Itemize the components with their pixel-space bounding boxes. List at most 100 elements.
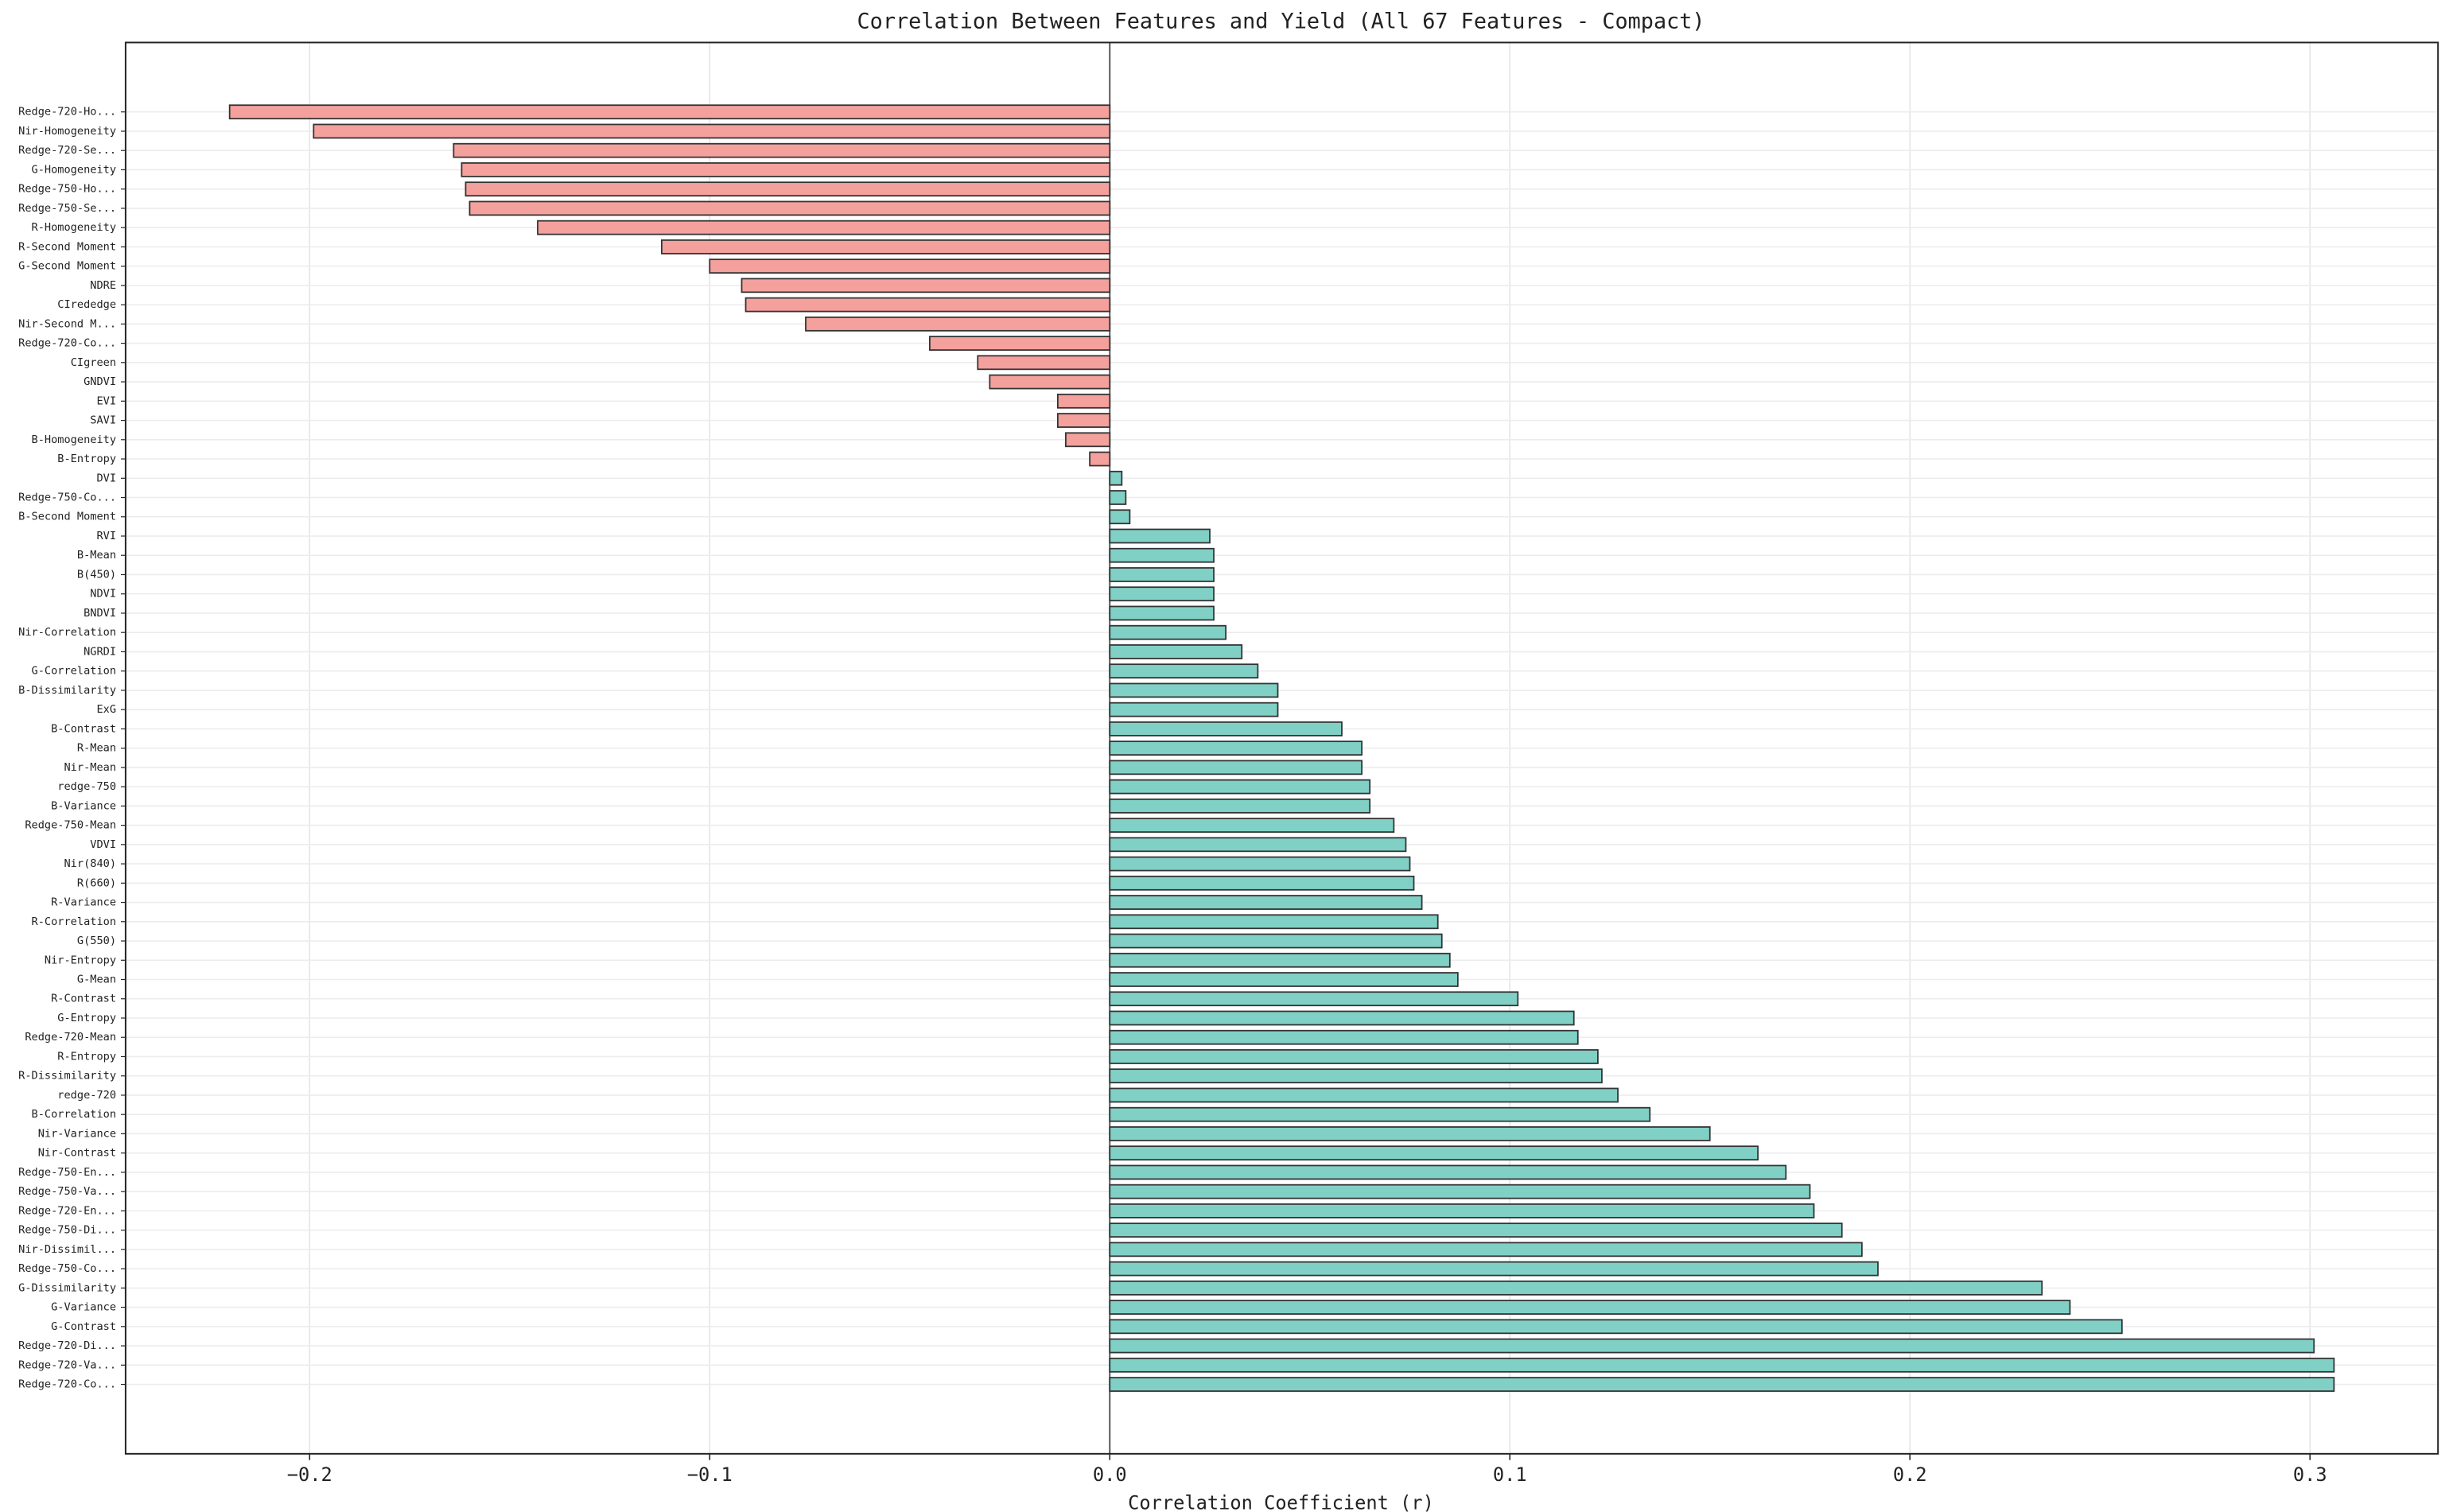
y-tick-label: CIgreen <box>71 356 116 369</box>
bar <box>1109 663 1259 679</box>
bar <box>1109 1126 1711 1141</box>
bar <box>468 200 1111 216</box>
y-tick-label: Nir(840) <box>64 857 116 870</box>
y-tick-label: Nir-Contrast <box>38 1147 116 1160</box>
y-tick-label: Redge-720-Ho... <box>18 106 116 119</box>
bar <box>1109 547 1215 563</box>
y-tick-label: G-Variance <box>51 1301 116 1314</box>
bar <box>1109 470 1123 486</box>
bar <box>453 142 1111 158</box>
bar <box>1109 682 1279 698</box>
chart-title: Correlation Between Features and Yield (… <box>857 9 1705 33</box>
y-tick-label: Redge-720-Va... <box>18 1358 116 1371</box>
y-tick-label: B-Dissimilarity <box>18 684 116 697</box>
bar <box>1109 1029 1579 1045</box>
y-tick-label: redge-720 <box>57 1089 116 1102</box>
y-tick-label: Nir-Second M... <box>18 317 116 330</box>
bar <box>1109 644 1243 659</box>
bar <box>1109 856 1411 872</box>
bar <box>228 104 1111 120</box>
bar <box>1109 1222 1843 1238</box>
bar <box>1109 1068 1603 1084</box>
y-tick-label: R(660) <box>77 876 116 889</box>
bar <box>1109 895 1423 910</box>
y-tick-label: Nir-Mean <box>64 761 116 774</box>
y-tick-label: R-Entropy <box>57 1050 116 1063</box>
bar <box>1056 393 1111 409</box>
bar <box>805 316 1111 332</box>
y-tick-label: NDRE <box>90 279 116 292</box>
y-tick-label: B-Entropy <box>57 453 116 465</box>
y-tick-label: G(550) <box>77 935 116 947</box>
y-tick-label: NGRDI <box>84 645 116 658</box>
bar <box>1109 1049 1599 1064</box>
bar <box>1109 1087 1619 1103</box>
y-tick-label: GNDVI <box>84 375 116 388</box>
y-tick-label: Redge-750-Mean <box>25 819 116 832</box>
bar <box>461 162 1111 177</box>
bar <box>744 297 1111 313</box>
bar <box>989 374 1111 390</box>
y-tick-label: ExG <box>96 703 116 716</box>
y-tick-label: Redge-750-Se... <box>18 202 116 215</box>
y-tick-label: Redge-720-Mean <box>25 1031 116 1044</box>
bar <box>1109 1184 1811 1199</box>
y-tick-label: B-Homogeneity <box>32 433 117 446</box>
y-tick-label: R-Variance <box>51 896 116 909</box>
bar <box>1109 528 1211 544</box>
x-axis-label: Correlation Coefficient (r) <box>1128 1491 1434 1512</box>
y-tick-label: Redge-750-Co... <box>18 1262 116 1275</box>
bar <box>1109 875 1415 891</box>
bar <box>537 220 1111 235</box>
y-tick-label: Redge-720-Se... <box>18 144 116 157</box>
bar <box>1109 1164 1787 1180</box>
bar <box>1109 1145 1759 1161</box>
y-tick-label: redge-750 <box>57 780 116 793</box>
bar <box>1109 952 1451 968</box>
y-tick-label: Redge-750-En... <box>18 1166 116 1179</box>
y-tick-label: Nir-Dissimil... <box>18 1243 116 1256</box>
bar <box>1109 740 1363 756</box>
bar <box>1065 432 1111 448</box>
y-tick-label: Redge-720-En... <box>18 1204 116 1217</box>
y-tick-label: Redge-750-Di... <box>18 1224 116 1237</box>
y-tick-label: Nir-Homogeneity <box>18 125 116 138</box>
y-tick-label: G-Dissimilarity <box>18 1281 116 1294</box>
plot-frame <box>124 41 2439 1455</box>
y-tick-label: R-Correlation <box>32 915 117 928</box>
y-tick-label: Nir-Variance <box>38 1127 116 1140</box>
bar <box>1109 1106 1651 1122</box>
y-tick-label: SAVI <box>90 414 116 427</box>
bar <box>1109 624 1227 640</box>
x-tick-label: −0.2 <box>287 1463 332 1486</box>
bar <box>977 355 1111 371</box>
y-tick-label: G-Homogeneity <box>32 163 117 176</box>
bar <box>1109 1280 2043 1296</box>
bar <box>1089 451 1111 467</box>
bar <box>1109 933 1443 949</box>
bar <box>1109 798 1371 814</box>
bar <box>1109 1261 1879 1277</box>
y-tick-label: Nir-Entropy <box>45 954 116 966</box>
bar <box>1109 702 1279 717</box>
bar <box>1109 721 1343 737</box>
bar <box>1109 1300 2071 1315</box>
bar <box>1109 586 1215 602</box>
bar <box>1109 1203 1815 1219</box>
bar <box>1109 605 1215 621</box>
x-tick-label: −0.1 <box>687 1463 733 1486</box>
y-tick-label: R-Mean <box>77 742 116 755</box>
x-tick-label: 0.1 <box>1493 1463 1527 1486</box>
y-tick-label: Redge-720-Di... <box>18 1339 116 1352</box>
y-tick-label: G-Mean <box>77 974 116 986</box>
bar <box>1109 760 1363 775</box>
y-tick-label: G-Contrast <box>51 1320 116 1333</box>
bar <box>1109 490 1127 505</box>
y-tick-label: G-Correlation <box>32 665 117 678</box>
y-tick-label: VDVI <box>90 838 116 851</box>
y-tick-label: CIrededge <box>57 298 116 311</box>
y-tick-label: Nir-Correlation <box>18 626 116 639</box>
x-tick-label: 0.0 <box>1093 1463 1127 1486</box>
bar <box>1109 509 1131 525</box>
